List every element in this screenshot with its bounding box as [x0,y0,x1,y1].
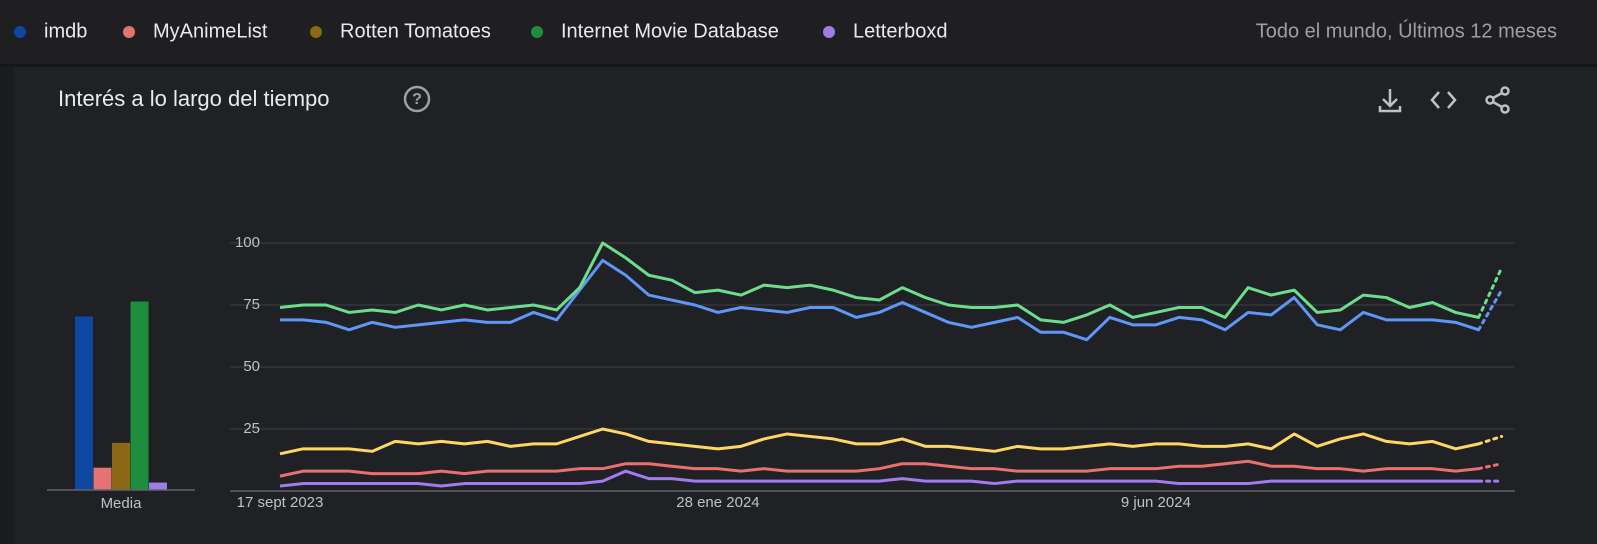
panel-title: Interés a lo largo del tiempo [58,86,330,111]
download-icon[interactable] [1378,89,1402,113]
scope[interactable]: Todo el mundo, Últimos 12 meses [1256,19,1557,42]
series-line [1477,434,1504,446]
average-chart: Media [47,301,195,512]
y-tick-label: 100 [235,234,260,251]
series-line [279,469,1479,488]
term-dot [310,26,322,38]
term-label[interactable]: MyAnimeList [153,20,268,42]
term-dot [531,26,543,38]
x-tick-label: 28 ene 2024 [676,494,759,511]
term-label[interactable]: Letterboxd [853,20,948,42]
series-line [1477,288,1504,332]
bar [75,316,93,490]
y-tick-label: 50 [243,358,260,375]
x-tick-label: 17 sept 2023 [237,494,324,511]
term-label[interactable]: imdb [44,20,87,42]
term-label[interactable]: Rotten Tomatoes [340,20,491,42]
term-dot [14,26,26,38]
panel-bg [14,60,1597,544]
bar [112,442,130,490]
y-tick-label: 75 [243,296,260,313]
term-list: imdb MyAnimeList Rotten Tomatoes Internet M… [14,20,948,42]
share-icon[interactable] [1485,86,1510,114]
series-line [1477,462,1504,471]
help-icon[interactable]: ? [403,85,431,113]
series-line [279,459,1479,478]
series-line [279,241,1479,324]
bar [149,482,167,490]
series-line [280,258,1480,342]
bar-label: Media [101,495,143,512]
header-shadow [0,64,1597,67]
embed-icon[interactable] [1430,91,1457,109]
svg-text:?: ? [412,91,422,108]
bar [93,467,112,490]
bar [130,301,149,490]
header-bar [0,0,1597,64]
y-tick-label: 25 [243,420,260,437]
term-label[interactable]: Internet Movie Database [561,20,779,42]
series-line [279,427,1479,456]
x-tick-label: 9 jun 2024 [1121,494,1191,511]
line-chart: 25 50 75 100 17 sept 2023 28 ene 2024 9 jun 20… [230,234,1515,511]
term-dot [123,26,135,38]
term-dot [823,26,835,38]
series-line [1477,266,1504,319]
